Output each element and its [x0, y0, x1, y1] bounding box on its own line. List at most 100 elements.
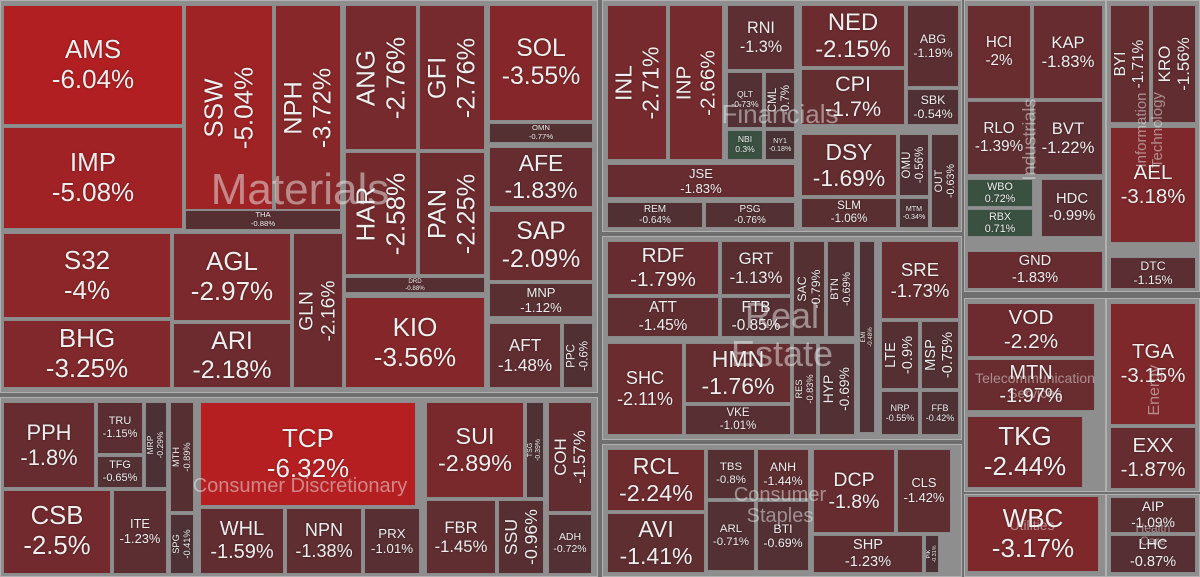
- tile: CPI -1.7%: [801, 69, 905, 125]
- tile: SAP -2.09%: [489, 211, 593, 281]
- tile-value: -0.69%: [841, 271, 853, 307]
- tile-value: -0.69%: [763, 536, 803, 550]
- tile: QLT -0.73%: [727, 72, 763, 128]
- tile-text: MRP -0.29%: [146, 403, 166, 487]
- tile-value: -2.76%: [380, 36, 410, 119]
- tile-label: ABG: [919, 31, 947, 46]
- tile-text: ANG -2.76%: [346, 6, 416, 149]
- tile-value: -1.57%: [570, 430, 589, 484]
- tile: FTB -0.85%: [721, 297, 791, 337]
- tile-text: SAP -2.09%: [490, 212, 592, 280]
- tile-text: ADH -0.72%: [549, 515, 591, 573]
- tile: NPH -3.72%: [275, 5, 341, 210]
- tile-label: TKG: [998, 421, 1052, 452]
- tile-label: NPN: [304, 520, 344, 541]
- tile-text: CSB -2.5%: [4, 491, 110, 573]
- tile-label: VKE: [726, 406, 750, 419]
- tile: VKE -1.01%: [685, 405, 791, 435]
- tile-label: GND: [1018, 253, 1052, 270]
- tile: DTC -1.15%: [1110, 257, 1196, 289]
- tile-text: NPH -3.72%: [276, 6, 340, 209]
- tile-label: TRU: [108, 415, 132, 428]
- tile-value: -4%: [63, 274, 111, 305]
- tile-label: CML: [766, 87, 779, 113]
- tile: EMI -0.48%: [859, 241, 875, 433]
- tile-label: OUT: [932, 169, 945, 193]
- tile-label: EXX: [1132, 434, 1174, 458]
- tile: THA -0.88%: [185, 210, 341, 230]
- tile-label: EMI: [859, 331, 867, 343]
- tile: GFI -2.76%: [419, 5, 485, 150]
- tile-text: JSE -1.83%: [608, 165, 794, 197]
- tile-value: -0.54%: [913, 107, 953, 121]
- tile-value: -0.73%: [731, 99, 759, 109]
- tile-value: -0.8%: [716, 474, 746, 486]
- tile-label: PPC: [564, 343, 577, 368]
- tile-text: NED -2.15%: [802, 6, 904, 66]
- tile-value: -3.17%: [991, 533, 1075, 563]
- tile-text: TSG -0.39%: [527, 403, 543, 497]
- tile: OUT -0.63%: [931, 134, 959, 228]
- tile: AFE -1.83%: [489, 147, 593, 207]
- tile: RNI -1.3%: [727, 5, 795, 70]
- tile: SRE -1.73%: [881, 241, 959, 319]
- tile-text: LHC -0.87%: [1111, 536, 1195, 572]
- tile-value: -0.29%: [155, 431, 165, 459]
- tile-text: PPC -0.6%: [564, 324, 592, 387]
- tile-text: PIK -0.31%: [926, 536, 938, 572]
- tile-value: -1.8%: [828, 491, 880, 513]
- tile-value: -1.42%: [903, 490, 945, 505]
- tile: HDC -0.99%: [1041, 179, 1103, 237]
- tile: MSP -0.75%: [921, 321, 959, 389]
- tile-value: -2.09%: [501, 246, 581, 273]
- tile-label: ATT: [649, 299, 677, 317]
- tile: KAP -1.83%: [1033, 5, 1103, 99]
- tile-label: FBR: [444, 517, 478, 537]
- tile: ITE -1.23%: [113, 490, 167, 574]
- tile-label: SOL: [516, 34, 566, 62]
- tile: LTE -0.9%: [881, 321, 919, 389]
- tile: HCI -2%: [967, 5, 1031, 99]
- tile-text: ABG -1.19%: [908, 6, 958, 86]
- tile-text: AMS -6.04%: [4, 6, 182, 124]
- tile: GND -1.83%: [967, 251, 1103, 289]
- tile-label: AGL: [205, 246, 259, 277]
- tile: NBI 0.3%: [727, 130, 763, 160]
- tile-text: AEL -3.18%: [1111, 128, 1195, 242]
- tile-value: -2.25%: [452, 173, 480, 254]
- tile-value: -2.11%: [617, 389, 673, 409]
- tile-label: AEL: [1133, 161, 1173, 185]
- tile-label: VOD: [1008, 306, 1054, 330]
- tile: CML -0.7%: [765, 72, 795, 128]
- tile-value: -2.15%: [815, 36, 891, 63]
- tile-text: VKE -1.01%: [686, 406, 790, 434]
- tile-text: WHL -1.59%: [201, 509, 283, 573]
- tile-label: MTH: [171, 447, 182, 467]
- tile: BTN -0.69%: [827, 241, 855, 337]
- tile-label: SSU: [500, 518, 521, 556]
- tile: HMN -1.76%: [685, 343, 791, 403]
- tile-value: -0.96%: [521, 509, 541, 565]
- tile-value: -1.97%: [999, 385, 1063, 407]
- tile-value: -3.18%: [1120, 185, 1186, 208]
- tile-label: NPH: [278, 80, 307, 135]
- tile-value: -0.83%: [805, 374, 815, 404]
- tile-label: NED: [827, 8, 879, 36]
- tile-label: TBS: [719, 460, 743, 473]
- tile-label: HDC: [1056, 191, 1088, 208]
- tile-value: -0.88%: [405, 285, 425, 292]
- tile-value: -0.85%: [731, 317, 781, 334]
- tile: ARL -0.71%: [707, 501, 755, 571]
- tile: TCP -6.32%: [200, 402, 416, 506]
- tile-value: -1.06%: [830, 213, 868, 225]
- tile-label: HAR: [350, 186, 381, 241]
- tile: MTH -0.89%: [170, 402, 194, 512]
- tile: ABG -1.19%: [907, 5, 959, 87]
- tile-value: -1.8%: [20, 445, 78, 470]
- tile-text: OMN -0.77%: [490, 124, 592, 142]
- tile-label: RDF: [641, 244, 685, 268]
- tile-text: SRE -1.73%: [882, 242, 958, 318]
- tile-value: -1.83%: [504, 177, 578, 203]
- tile-label: FTB: [741, 299, 771, 317]
- tile-text: FTB -0.85%: [722, 298, 790, 336]
